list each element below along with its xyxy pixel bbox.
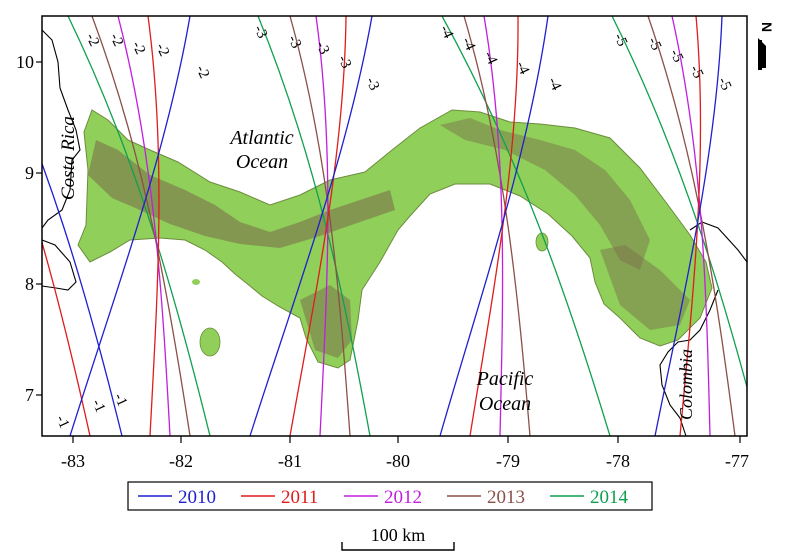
contour-line-2013	[91, 16, 191, 436]
contour-line-2011	[469, 16, 519, 436]
x-tick-label: -78	[606, 451, 630, 471]
panama-landmass	[77, 109, 713, 369]
relief-darien	[600, 245, 690, 330]
contour-line-2013	[647, 16, 736, 436]
legend: 2010 2011 2012 2013 2014	[138, 487, 629, 508]
contour-label: -5	[714, 75, 734, 93]
label-atlantic-ocean: Ocean	[236, 151, 288, 173]
contour-label: -3	[362, 75, 382, 93]
contour-line-2012	[117, 16, 171, 436]
contour-label: -5	[686, 63, 706, 81]
contour-line-2010	[654, 16, 723, 436]
label-pacific-ocean: Ocean	[479, 393, 531, 415]
contour-lines	[0, 16, 747, 436]
island-coiba	[199, 327, 221, 357]
x-tick-label: -81	[278, 451, 302, 471]
contour-label: -3	[284, 33, 304, 51]
contour-line-2014	[611, 16, 747, 390]
contour-label: -3	[250, 23, 270, 41]
scale-bar-label: 100 km	[371, 525, 426, 545]
contour-line-2014	[67, 16, 211, 436]
contour-line-2012	[0, 16, 40, 436]
scale-bar: 100 km	[341, 525, 455, 551]
contour-line-2010	[42, 161, 123, 436]
label-atlantic-ocean: Atlantic	[228, 127, 293, 149]
x-axis	[72, 436, 741, 443]
map-frame	[41, 15, 748, 437]
y-tick-label: 7	[25, 385, 34, 405]
legend-label-2014: 2014	[590, 487, 629, 508]
contour-label: -2	[106, 31, 126, 49]
x-tick-label: -79	[496, 451, 520, 471]
contour-label: -2	[82, 31, 102, 49]
x-tick-label: -80	[386, 451, 410, 471]
contour-label: -1	[52, 413, 72, 431]
north-arrow-letter: N	[759, 22, 775, 32]
contour-line-2011	[289, 16, 347, 436]
contour-label: -2	[152, 41, 172, 59]
contour-value-labels: -2 -2 -2 -2 -2 -3 -3 -3 -3 -3 -4 -4 -4 -…	[52, 23, 734, 431]
north-arrow: N	[758, 22, 775, 70]
legend-label-2011: 2011	[281, 487, 318, 508]
relief-east	[440, 118, 650, 270]
contour-label: -5	[666, 47, 686, 65]
contour-line-2012	[315, 16, 329, 436]
y-axis	[36, 61, 42, 396]
relief-west	[88, 140, 395, 248]
legend-label-2013: 2013	[487, 487, 525, 508]
contour-line-2010	[249, 16, 373, 436]
contour-line-2014	[257, 16, 371, 436]
contour-line-2014	[441, 16, 611, 436]
contour-line-2013	[289, 16, 351, 436]
y-tick-label: 9	[25, 163, 34, 183]
contour-label: -3	[334, 53, 354, 71]
contour-label: -2	[192, 63, 212, 81]
contour-line-2011	[147, 16, 160, 436]
label-costa-rica: Costa Rica	[58, 116, 79, 200]
contour-line-2010	[439, 16, 549, 436]
contour-line-2011	[42, 240, 91, 436]
contour-label: -1	[110, 391, 130, 409]
panama-isthmus	[77, 109, 713, 369]
costa-rica-coastline	[41, 29, 81, 291]
contour-line-2013	[0, 16, 10, 436]
contour-label: -2	[128, 39, 148, 57]
contour-line-2012	[671, 16, 711, 436]
island-small	[192, 279, 200, 285]
label-colombia: Colombia	[676, 349, 696, 420]
contour-label: -5	[644, 35, 664, 53]
y-tick-label: 10	[16, 52, 34, 72]
contour-label: -3	[312, 39, 332, 57]
contour-line-2010	[69, 16, 191, 436]
x-tick-label: -82	[169, 451, 193, 471]
legend-label-2010: 2010	[178, 487, 216, 508]
contour-label: -5	[610, 31, 630, 49]
label-pacific-ocean: Pacific	[476, 368, 534, 390]
contour-label: -1	[88, 397, 108, 415]
contour-line-2013	[463, 16, 531, 436]
y-tick-label: 8	[25, 274, 34, 294]
legend-label-2012: 2012	[384, 487, 422, 508]
x-tick-label: -83	[61, 451, 85, 471]
x-tick-label: -77	[725, 451, 749, 471]
